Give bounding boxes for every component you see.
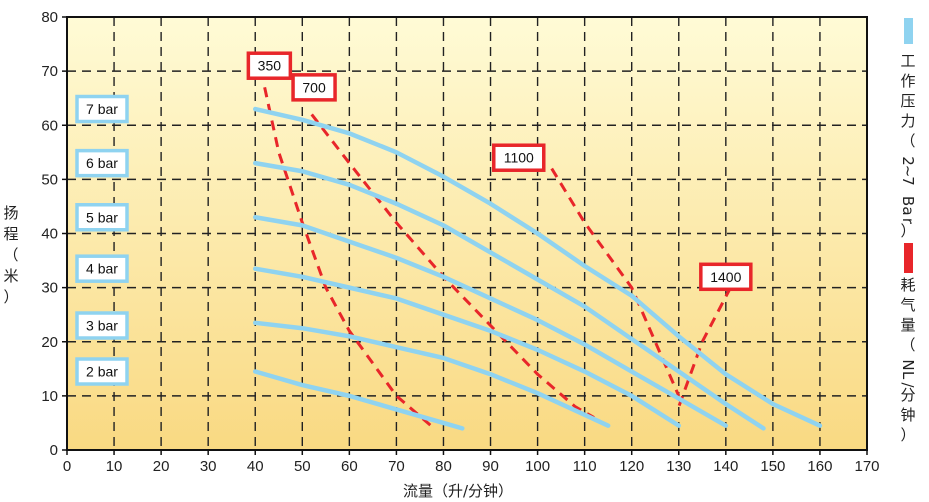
char: r [899,218,917,225]
char: 钟 [900,406,915,424]
pressure-label-box [75,357,129,386]
y-tick-label: 20 [41,334,58,351]
char: ~ [899,165,917,178]
pressure-label: 6 bar [86,155,118,171]
x-tick-label: 30 [200,458,217,475]
pressure-curves [252,106,823,431]
x-tick-label: 150 [760,458,785,475]
char: 量 [900,316,915,334]
legend-air-text: 耗气量 （ NL /分钟 ） [899,276,917,444]
air-label-box [291,73,337,102]
pressure-curve-2-bar [252,369,465,431]
char: 2 [899,156,917,166]
x-tick-label: 120 [619,458,644,475]
air-label: 1400 [710,269,741,285]
pressure-curve-6-bar [252,160,766,431]
pressure-label: 5 bar [86,209,118,225]
pressure-label-box [75,203,129,232]
pressure-label: 2 bar [86,364,118,380]
x-tick-label: 10 [106,458,123,475]
char: B [899,196,917,206]
y-tick-label: 60 [41,117,58,134]
x-tick-label: 110 [573,458,597,475]
x-tick-label: 50 [294,458,311,475]
pressure-curve-7-bar [252,106,823,428]
char: 分 [900,386,915,404]
air-curve-1400 [677,286,732,408]
x-tick-label: 60 [341,458,358,475]
x-tick-label: 90 [482,458,499,475]
x-tick-label: 40 [247,458,264,475]
x-tick-label: 100 [525,458,550,475]
y-axis-label-text: 扬程 （ 米 ） [3,204,18,306]
char: L [899,371,917,380]
char: 扬 [3,204,18,222]
air-label-box [246,51,293,80]
grid [67,17,867,450]
char: （ [3,246,18,264]
pressure-label-box [75,148,129,178]
char: ） [900,222,915,240]
char: 程 [3,225,18,243]
x-tick-label: 130 [666,458,691,475]
air-label-box [492,143,546,172]
axis-ticks: 0 10 20 30 40 50 60 70 80 90 100 110 120 130 140 150 160… [41,9,879,475]
air-label: 1100 [504,150,534,166]
x-axis-label: 流量（升/分钟） [403,482,513,500]
char: N [899,359,917,370]
y-tick-label: 50 [41,171,58,188]
legend-air-swatch [904,243,913,273]
char: （ [900,336,915,354]
char: 7 [899,176,917,186]
pressure-label: 7 bar [86,101,118,117]
char: 压 [900,92,915,110]
char: 米 [3,267,18,285]
curve-labels: 7 bar 6 bar 5 bar 4 bar 3 bar 2 bar 350 700 1100… [75,51,753,386]
air-curve-700 [310,113,595,419]
x-tick-label: 170 [854,458,879,475]
y-tick-label: 40 [41,226,58,243]
legend-air-label: 耗气量 （ NL /分钟 ） [899,276,917,444]
pressure-label: 3 bar [86,318,118,334]
char: 力 [900,112,915,130]
x-tick-label: 70 [388,458,405,475]
char: 工 [900,52,915,70]
char: / [899,382,917,388]
char: a [899,206,917,215]
x-tick-label: 80 [435,458,452,475]
pressure-curve-5-bar [252,215,729,428]
y-tick-label: 0 [50,442,58,459]
pressure-label: 4 bar [86,261,118,277]
x-tick-label: 20 [153,458,170,475]
y-tick-label: 70 [41,63,58,80]
char: ） [3,288,18,306]
pressure-label-box [75,311,129,340]
air-curve-350 [263,87,436,430]
char: ） [900,426,915,444]
air-label-box [699,262,753,292]
char: 作 [900,72,915,90]
y-tick-label: 80 [41,9,58,26]
x-tick-label: 0 [63,458,71,475]
y-tick-label: 30 [41,280,58,297]
y-axis-label: 扬程 （ 米 ） [3,204,18,306]
air-label: 350 [258,58,282,74]
legend-pressure-swatch [904,18,913,44]
y-tick-label: 10 [41,388,58,405]
x-tick-label: 160 [807,458,832,475]
pressure-curve-3-bar [252,320,611,428]
char: （ [900,132,915,150]
char: 耗 [900,276,915,294]
pressure-label-box [75,254,129,283]
pressure-curve-4-bar [252,266,682,428]
x-tick-label: 140 [713,458,738,475]
air-label: 700 [302,79,326,95]
char: 气 [900,296,915,314]
pressure-label-box [75,94,129,124]
